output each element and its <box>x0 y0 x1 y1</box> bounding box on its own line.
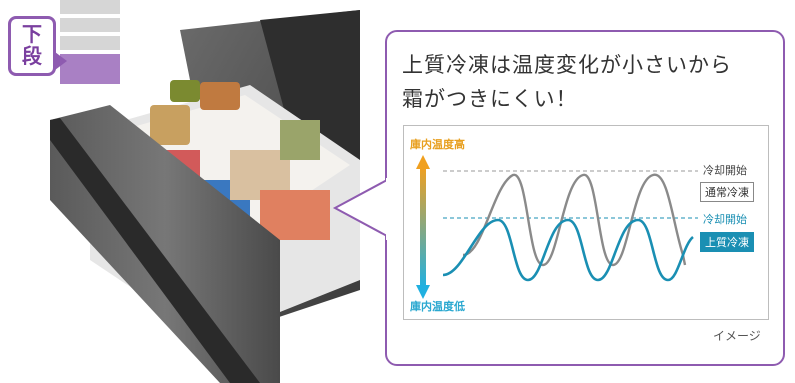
legend-premium-freeze: 上質冷凍 <box>700 232 754 252</box>
shelf-indicator-upper <box>60 18 120 32</box>
premium-cooling-start-label: 冷却開始 <box>703 213 747 226</box>
callout-pointer <box>332 178 390 240</box>
callout-title: 上質冷凍は温度変化が小さいから 霜がつきにくい！ <box>402 48 772 116</box>
series-line-normal <box>462 173 687 267</box>
axis-label-high: 庫内温度高 <box>410 138 465 151</box>
legend-normal-freeze: 通常冷凍 <box>700 182 754 202</box>
shelf-indicator-bottom-active <box>60 54 120 84</box>
badge-line2: 段 <box>22 44 42 68</box>
freezer-drawer-photo <box>50 10 360 383</box>
series-line-premium <box>442 218 694 282</box>
badge-line1: 下 <box>22 22 42 46</box>
shelf-indicator-top <box>60 0 120 14</box>
temperature-axis-arrow <box>416 155 430 299</box>
image-note: イメージ <box>713 329 761 343</box>
axis-label-low: 庫内温度低 <box>410 300 465 313</box>
temperature-chart-frame <box>403 125 769 320</box>
normal-cooling-start-label: 冷却開始 <box>703 164 747 177</box>
callout-title-line2: 霜がつきにくい！ <box>402 87 578 111</box>
callout-title-line1: 上質冷凍は温度変化が小さいから <box>402 53 732 77</box>
shelf-indicator-middle <box>60 36 120 50</box>
badge-arrow-icon <box>55 52 67 70</box>
temperature-chart <box>416 155 698 299</box>
shelf-badge: 下 段 <box>8 16 56 76</box>
